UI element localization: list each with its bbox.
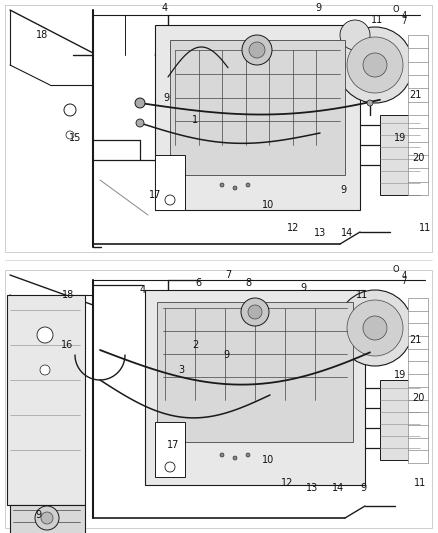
Text: 13: 13 [306, 483, 318, 493]
Bar [155, 422, 185, 477]
Circle shape [347, 37, 403, 93]
Circle shape [66, 131, 74, 139]
Text: 11: 11 [371, 15, 383, 25]
Text: 12: 12 [287, 223, 299, 233]
Text: 4: 4 [401, 11, 406, 20]
Bar [157, 302, 353, 442]
Bar [155, 155, 185, 210]
Text: O: O [393, 5, 399, 14]
Text: 12: 12 [281, 478, 293, 488]
Circle shape [246, 453, 250, 457]
Circle shape [249, 42, 265, 58]
Circle shape [64, 104, 76, 116]
Bar [5, 5, 432, 252]
Circle shape [136, 119, 144, 127]
Bar [380, 380, 420, 460]
Text: 18: 18 [62, 290, 74, 300]
Circle shape [246, 183, 250, 187]
Text: 9: 9 [300, 283, 306, 293]
Text: 9: 9 [340, 185, 346, 195]
Circle shape [233, 186, 237, 190]
Text: 11: 11 [356, 290, 368, 300]
Circle shape [40, 365, 50, 375]
Text: 15: 15 [69, 133, 81, 143]
Text: 21: 21 [409, 90, 421, 100]
Text: 9: 9 [223, 350, 229, 360]
Bar [145, 290, 365, 485]
Circle shape [241, 298, 269, 326]
Text: 11: 11 [414, 478, 426, 488]
Text: 20: 20 [412, 153, 424, 163]
Circle shape [337, 290, 413, 366]
Circle shape [248, 305, 262, 319]
Bar [408, 35, 428, 195]
Text: 8: 8 [245, 278, 251, 288]
Text: 6: 6 [195, 278, 201, 288]
Bar [380, 115, 420, 195]
Circle shape [363, 53, 387, 77]
Circle shape [367, 100, 373, 106]
Text: 17: 17 [149, 190, 161, 200]
Text: 7: 7 [401, 18, 407, 27]
Text: 21: 21 [409, 335, 421, 345]
Bar [10, 505, 85, 533]
Text: 1: 1 [192, 115, 198, 125]
Circle shape [35, 506, 59, 530]
Circle shape [242, 35, 272, 65]
Text: 14: 14 [332, 483, 344, 493]
Circle shape [347, 300, 403, 356]
Text: 14: 14 [341, 228, 353, 238]
Text: 7: 7 [401, 278, 407, 287]
Text: 4: 4 [401, 271, 406, 279]
Circle shape [233, 456, 237, 460]
Text: 20: 20 [412, 393, 424, 403]
Text: 3: 3 [178, 365, 184, 375]
Bar [408, 298, 428, 463]
Bar [155, 25, 360, 210]
Text: 9: 9 [163, 93, 169, 103]
Text: 17: 17 [167, 440, 179, 450]
Text: O: O [393, 265, 399, 274]
Circle shape [135, 98, 145, 108]
Text: 13: 13 [314, 228, 326, 238]
Text: 16: 16 [61, 340, 73, 350]
Circle shape [220, 453, 224, 457]
Circle shape [220, 183, 224, 187]
Text: 4: 4 [140, 285, 146, 295]
Text: 2: 2 [192, 340, 198, 350]
Text: 18: 18 [36, 30, 48, 40]
Text: 19: 19 [394, 370, 406, 380]
Circle shape [37, 327, 53, 343]
Circle shape [165, 195, 175, 205]
Text: 19: 19 [394, 133, 406, 143]
Circle shape [41, 512, 53, 524]
Text: 10: 10 [262, 200, 274, 210]
Text: 11: 11 [419, 223, 431, 233]
Bar [7, 295, 85, 505]
Circle shape [337, 27, 413, 103]
Text: 10: 10 [262, 455, 274, 465]
Circle shape [340, 20, 370, 50]
Text: 7: 7 [225, 270, 231, 280]
Text: 9: 9 [360, 483, 366, 493]
Circle shape [363, 316, 387, 340]
Bar [5, 270, 432, 528]
Bar [170, 40, 345, 175]
Text: 9: 9 [315, 3, 321, 13]
Text: 9: 9 [35, 510, 41, 520]
Circle shape [165, 462, 175, 472]
Text: 4: 4 [162, 3, 168, 13]
